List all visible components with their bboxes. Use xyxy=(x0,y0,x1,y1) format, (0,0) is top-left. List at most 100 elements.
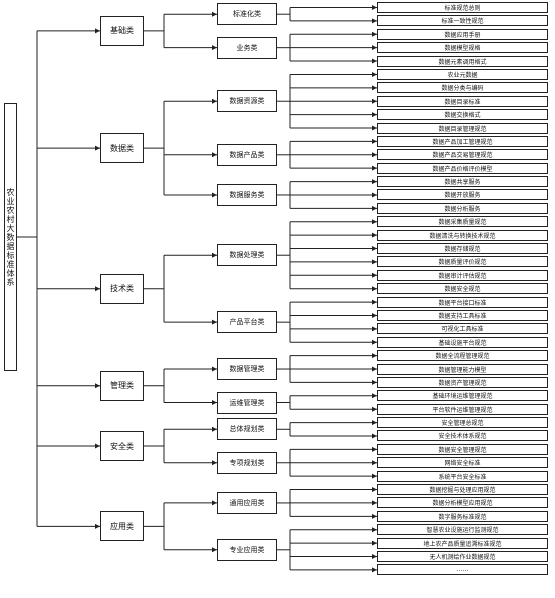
arrowhead xyxy=(372,286,377,292)
arrowhead xyxy=(372,71,377,77)
leaf-standard-box: 标准规范总则 xyxy=(377,2,548,13)
arrowhead xyxy=(372,152,377,158)
arrowhead xyxy=(95,28,100,34)
arrowhead xyxy=(372,165,377,171)
arrowhead xyxy=(212,366,217,372)
group-box: 数据服务类 xyxy=(217,183,277,206)
arrowhead xyxy=(372,125,377,131)
group-box: 数据管理类 xyxy=(217,358,277,381)
leaf-standard-box: 安全管理总规范 xyxy=(377,417,548,429)
leaf-standard-box: 无人机测绘作业数据规范 xyxy=(377,550,548,562)
arrowhead xyxy=(372,500,377,506)
group-box: 运维管理类 xyxy=(217,391,277,414)
leaf-standard-box: 数据分类与编码 xyxy=(377,82,548,94)
arrowhead xyxy=(372,473,377,479)
arrowhead xyxy=(372,5,377,10)
arrowhead xyxy=(372,527,377,533)
arrowhead xyxy=(372,366,377,372)
leaf-standard-box: 数据质量评价规范 xyxy=(377,256,548,268)
leaf-standard-box: 数据平台接口标准 xyxy=(377,296,548,308)
arrowhead xyxy=(372,540,377,546)
leaf-standard-box: 数据挖掘与处理应用规范 xyxy=(377,484,548,496)
leaf-standard-box: 数据目录标准 xyxy=(377,95,548,107)
leaf-standard-box: 系统平台安全标准 xyxy=(377,470,548,482)
leaf-standard-box: 数据清洗与转换技术规范 xyxy=(377,229,548,241)
category-box: 技术类 xyxy=(100,273,144,304)
arrowhead xyxy=(372,246,377,252)
arrowhead xyxy=(95,383,100,389)
arrowhead xyxy=(372,259,377,265)
arrowhead xyxy=(372,98,377,104)
arrowhead xyxy=(212,98,217,104)
leaf-standard-box: 标准一致性规范 xyxy=(377,15,548,27)
arrowhead xyxy=(372,179,377,185)
group-box: 数据资源类 xyxy=(217,90,277,113)
arrowhead xyxy=(212,500,217,506)
arrowhead xyxy=(212,45,217,51)
arrowhead xyxy=(372,460,377,466)
arrowhead xyxy=(212,460,217,466)
arrowhead xyxy=(372,406,377,412)
leaf-standard-box: 网络安全标准 xyxy=(377,457,548,469)
leaf-standard-box: 安全技术体系规范 xyxy=(377,430,548,442)
arrowhead xyxy=(212,547,217,553)
arrowhead xyxy=(212,11,217,17)
leaf-standard-box: 数据产品价格评价模型 xyxy=(377,162,548,174)
leaf-standard-box: 数据开放服务 xyxy=(377,189,548,201)
arrowhead xyxy=(212,252,217,258)
arrowhead xyxy=(372,487,377,493)
arrowhead xyxy=(372,58,377,64)
leaf-standard-box: …… xyxy=(377,564,548,576)
leaf-standard-box: 农业元数据 xyxy=(377,68,548,80)
arrowhead xyxy=(372,112,377,118)
leaf-standard-box: 数据元素调用格式 xyxy=(377,55,548,67)
arrowhead xyxy=(372,420,377,426)
group-box: 产品平台类 xyxy=(217,311,277,334)
arrowhead xyxy=(95,286,100,292)
leaf-standard-box: 数据交换格式 xyxy=(377,109,548,121)
leaf-standard-box: 基础设施平台规范 xyxy=(377,336,548,348)
arrowhead xyxy=(95,145,100,151)
leaf-standard-box: 数据资产管理规范 xyxy=(377,376,548,388)
arrowhead xyxy=(372,192,377,198)
arrowhead xyxy=(372,18,377,24)
arrowhead xyxy=(372,85,377,91)
arrowhead xyxy=(212,426,217,432)
leaf-standard-box: 数据全流程管理规范 xyxy=(377,350,548,362)
leaf-standard-box: 数据采集质量规范 xyxy=(377,216,548,228)
leaf-standard-box: 平台软件运维管理规范 xyxy=(377,403,548,415)
leaf-standard-box: 可视化工具标准 xyxy=(377,323,548,335)
arrowhead xyxy=(372,339,377,345)
group-box: 数据处理类 xyxy=(217,244,277,267)
arrowhead xyxy=(372,326,377,332)
leaf-standard-box: 数据管理能力模型 xyxy=(377,363,548,375)
group-box: 专项规划类 xyxy=(217,451,277,474)
leaf-standard-box: 数据安全规范 xyxy=(377,283,548,295)
arrowhead xyxy=(212,152,217,158)
arrowhead xyxy=(372,138,377,144)
leaf-standard-box: 数据分析服务 xyxy=(377,202,548,214)
root-node: 农业农村大数据标准体系 xyxy=(4,103,17,371)
group-box: 数据产品类 xyxy=(217,143,277,166)
category-box: 基础类 xyxy=(100,15,144,46)
arrowhead xyxy=(372,553,377,559)
arrowhead xyxy=(372,393,377,399)
arrowhead xyxy=(372,299,377,305)
leaf-standard-box: 数据存储规范 xyxy=(377,243,548,255)
arrowhead xyxy=(372,31,377,37)
arrowhead xyxy=(212,319,217,325)
category-box: 应用类 xyxy=(100,511,144,542)
category-box: 管理类 xyxy=(100,370,144,401)
leaf-standard-box: 数据共享服务 xyxy=(377,176,548,188)
arrowhead xyxy=(372,232,377,238)
group-box: 通用应用类 xyxy=(217,491,277,514)
leaf-standard-box: 数字服务标准规范 xyxy=(377,510,548,522)
arrowhead xyxy=(372,567,377,573)
leaf-standard-box: 数据产品加工管理规范 xyxy=(377,135,548,147)
arrowhead xyxy=(95,523,100,529)
group-box: 业务类 xyxy=(217,36,277,59)
leaf-standard-box: 智慧农业设施运行监测规范 xyxy=(377,524,548,536)
leaf-standard-box: 数据分析模型应用规范 xyxy=(377,497,548,509)
